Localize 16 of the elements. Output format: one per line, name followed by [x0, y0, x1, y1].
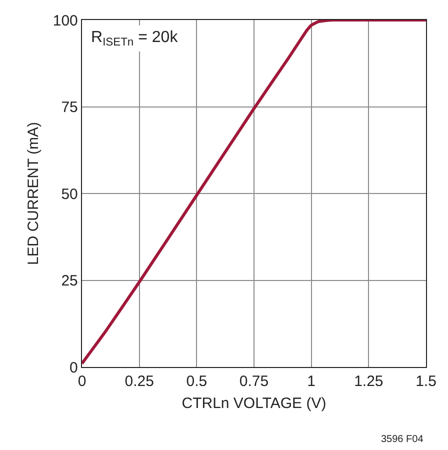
- y-tick-label: 100: [52, 12, 78, 30]
- annotation: R$_{ISETn}$ = 20k: [91, 29, 179, 48]
- x-tick-label: 0.75: [239, 373, 269, 390]
- x-tick-label: 0.25: [124, 373, 154, 390]
- text: 3596 F04: [381, 434, 424, 445]
- x-tick-label: 1.5: [416, 373, 436, 390]
- y-tick-label: 0: [70, 359, 78, 376]
- x-tick-label: 0.5: [186, 373, 208, 390]
- line-series: [82, 20, 426, 366]
- y-axis-title: LED CURRENT (mA): [25, 122, 42, 266]
- x-tick-label: 1.25: [354, 373, 384, 390]
- y-tick-label: 50: [61, 186, 78, 203]
- y-tick-label: 75: [61, 99, 78, 116]
- y-tick-label: 25: [61, 272, 78, 290]
- x-tick-label: 1: [307, 373, 316, 390]
- x-axis-title: CTRLn VOLTAGE (V): [182, 395, 326, 412]
